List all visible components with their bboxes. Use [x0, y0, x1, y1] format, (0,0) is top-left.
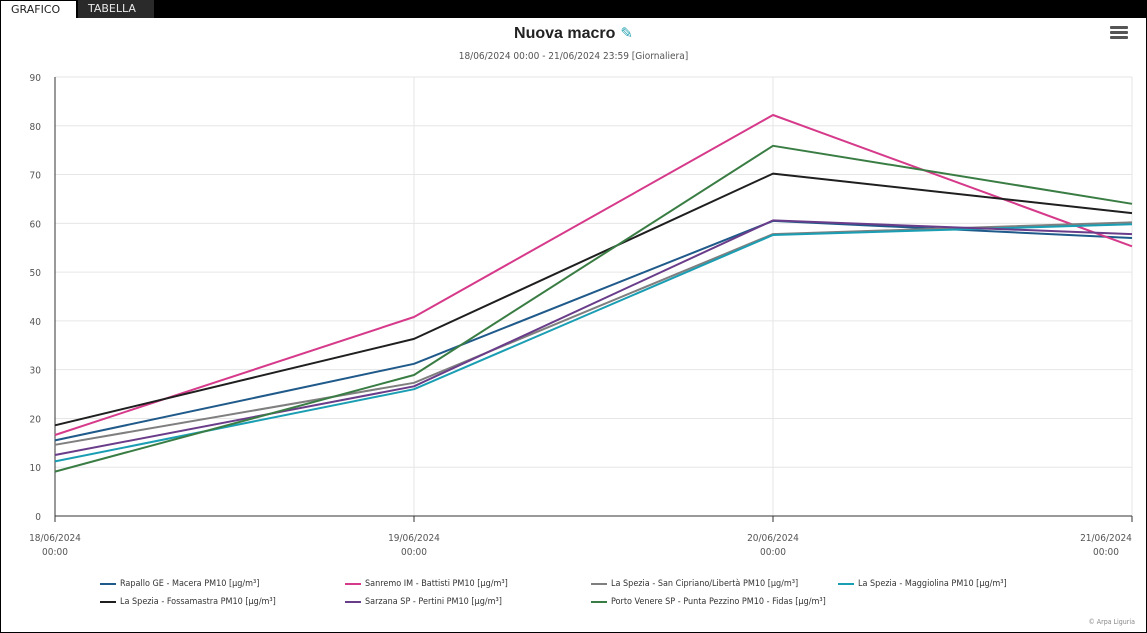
legend-label: La Spezia - San Cipriano/Libertà PM10 [µ… [611, 579, 799, 589]
legend-item[interactable]: Sarzana SP - Pertini PM10 [µg/m³] [345, 597, 502, 607]
pencil-icon[interactable]: ✎ [620, 25, 633, 42]
x-tick-label-time: 00:00 [401, 547, 427, 558]
legend-swatch [345, 600, 361, 603]
legend-label: Sanremo IM - Battisti PM10 [µg/m³] [365, 579, 508, 589]
series-line-5 [54, 172, 1133, 427]
tab-grafico[interactable]: GRAFICO [0, 0, 77, 18]
legend-swatch [838, 582, 854, 585]
hamburger-menu-icon[interactable] [1110, 26, 1128, 40]
legend-item[interactable]: Rapallo GE - Macera PM10 [µg/m³] [100, 579, 259, 589]
chart-title: Nuova macro [514, 25, 616, 42]
y-tick-label: 10 [30, 463, 42, 474]
chart-title-row: Nuova macro ✎ [0, 24, 1147, 43]
legend-item[interactable]: Porto Venere SP - Punta Pezzino PM10 - F… [591, 597, 826, 607]
y-tick-label: 40 [30, 317, 42, 328]
credit-text: © Arpa Liguria [1088, 618, 1136, 626]
legend-swatch [100, 582, 116, 585]
legend-item[interactable]: La Spezia - San Cipriano/Libertà PM10 [µ… [591, 579, 798, 589]
legend-label: Rapallo GE - Macera PM10 [µg/m³] [120, 579, 260, 589]
series-line-4 [54, 223, 1133, 463]
series-line-2 [54, 114, 1133, 436]
x-tick-label-time: 00:00 [42, 547, 68, 558]
legend-swatch [345, 582, 361, 585]
y-tick-label: 30 [30, 366, 42, 377]
legend-swatch [591, 582, 607, 585]
x-tick-label-date: 20/06/2024 [747, 533, 799, 544]
x-tick-label-time: 00:00 [760, 547, 786, 558]
x-tick-label-date: 19/06/2024 [388, 533, 440, 544]
series-line-1 [54, 219, 1133, 442]
legend-label: La Spezia - Fossamastra PM10 [µg/m³] [120, 597, 276, 607]
tab-bar: GRAFICO TABELLA [0, 0, 1147, 18]
y-tick-label: 50 [30, 268, 42, 279]
chart-subtitle: 18/06/2024 00:00 - 21/06/2024 23:59 [Gio… [458, 51, 689, 62]
series-line-6 [54, 219, 1133, 456]
y-tick-label: 60 [30, 219, 42, 230]
legend-item[interactable]: La Spezia - Fossamastra PM10 [µg/m³] [100, 597, 276, 607]
legend-label: Sarzana SP - Pertini PM10 [µg/m³] [365, 597, 502, 607]
legend-swatch [591, 600, 607, 603]
y-tick-label: 70 [30, 171, 42, 182]
y-tick-label: 80 [30, 122, 42, 133]
legend-label: Porto Venere SP - Punta Pezzino PM10 - F… [611, 597, 826, 607]
series-line-7 [54, 144, 1133, 473]
y-tick-label: 0 [35, 512, 41, 523]
y-tick-label: 20 [30, 414, 42, 425]
legend-item[interactable]: Sanremo IM - Battisti PM10 [µg/m³] [345, 579, 508, 589]
tab-tabella[interactable]: TABELLA [78, 0, 154, 18]
legend-item[interactable]: La Spezia - Maggiolina PM10 [µg/m³] [838, 579, 1007, 589]
x-tick-label-date: 18/06/2024 [29, 533, 81, 544]
legend-swatch [100, 600, 116, 603]
legend-label: La Spezia - Maggiolina PM10 [µg/m³] [858, 579, 1007, 589]
x-tick-label-time: 00:00 [1093, 547, 1119, 558]
y-tick-label: 90 [30, 73, 42, 84]
x-tick-label-date: 21/06/2024 [1080, 533, 1132, 544]
